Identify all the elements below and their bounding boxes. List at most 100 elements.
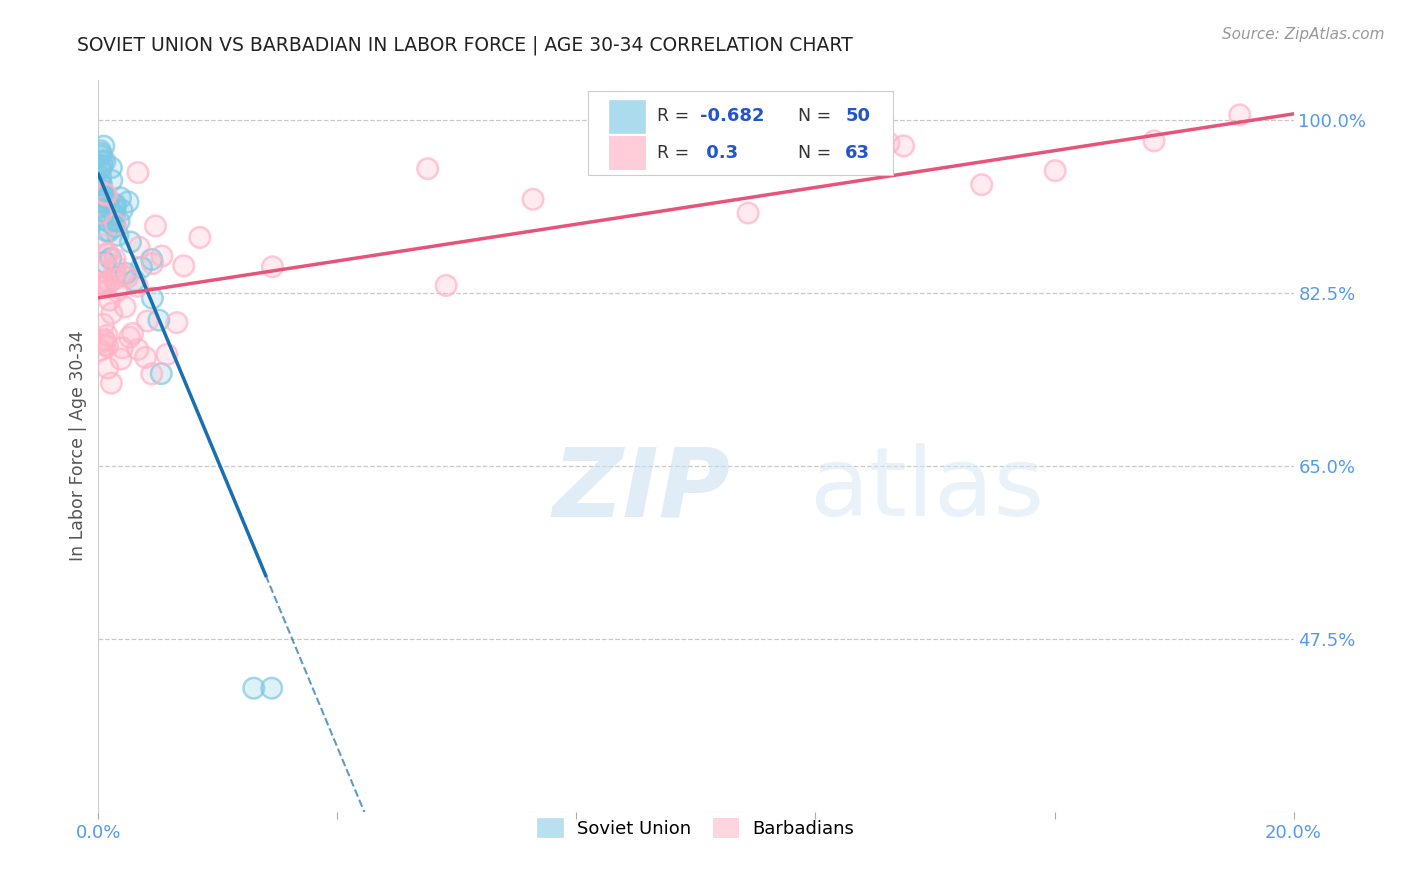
Point xyxy=(96,246,118,260)
Point xyxy=(90,170,112,185)
Point xyxy=(93,139,115,153)
Point xyxy=(150,249,173,263)
Point xyxy=(94,338,117,352)
Point xyxy=(91,194,114,209)
Point xyxy=(893,139,915,153)
Point xyxy=(98,276,121,290)
Point xyxy=(89,149,111,163)
Point xyxy=(188,230,211,244)
Point xyxy=(156,347,179,361)
Point xyxy=(94,154,117,169)
Point xyxy=(98,276,121,290)
Point xyxy=(89,343,111,358)
Point xyxy=(90,276,112,290)
Point xyxy=(150,367,173,381)
Point xyxy=(117,194,139,209)
Point xyxy=(141,252,163,267)
Point xyxy=(100,173,122,187)
Point xyxy=(97,361,120,376)
Point xyxy=(118,330,141,344)
Point xyxy=(150,367,173,381)
Point xyxy=(100,376,122,391)
Point xyxy=(117,194,139,209)
Text: 63: 63 xyxy=(845,144,870,161)
Point xyxy=(90,183,112,197)
Point xyxy=(90,193,112,207)
Point xyxy=(94,186,117,201)
Point xyxy=(100,212,122,227)
Point xyxy=(135,351,157,365)
Point xyxy=(243,681,266,695)
Point xyxy=(90,206,112,220)
Point xyxy=(98,293,121,308)
Point xyxy=(98,293,121,308)
Point xyxy=(91,194,114,209)
Point xyxy=(96,246,118,260)
Point xyxy=(89,149,111,163)
Point xyxy=(145,219,167,233)
Point xyxy=(110,352,132,367)
Point xyxy=(111,341,134,355)
Point xyxy=(416,161,439,176)
Point xyxy=(96,224,118,238)
Point xyxy=(91,188,114,202)
Point xyxy=(434,278,457,293)
Point xyxy=(127,343,149,357)
Point xyxy=(97,246,120,260)
Point xyxy=(114,300,136,314)
Point xyxy=(121,326,143,341)
Point xyxy=(90,170,112,185)
Point xyxy=(100,161,122,175)
Point xyxy=(90,193,112,207)
Point xyxy=(877,136,900,151)
Point xyxy=(1229,108,1251,122)
Legend: Soviet Union, Barbadians: Soviet Union, Barbadians xyxy=(529,809,863,847)
Text: ZIP: ZIP xyxy=(553,443,731,536)
Point xyxy=(1045,163,1067,178)
Point xyxy=(104,260,127,274)
Point xyxy=(111,268,134,283)
Point xyxy=(120,235,142,249)
Point xyxy=(100,161,122,175)
Point xyxy=(141,291,163,305)
Point xyxy=(93,318,115,332)
Point xyxy=(104,272,127,286)
Point xyxy=(93,139,115,153)
Point xyxy=(115,267,138,281)
Point xyxy=(141,257,163,271)
Point xyxy=(148,313,170,327)
Point xyxy=(1143,134,1166,148)
Point xyxy=(93,318,115,332)
Point xyxy=(104,272,127,286)
Point xyxy=(136,314,159,328)
Text: 0.3: 0.3 xyxy=(700,144,738,161)
Point xyxy=(93,195,115,210)
Point xyxy=(970,178,993,192)
Point xyxy=(110,191,132,205)
Point xyxy=(89,144,111,158)
Point xyxy=(141,291,163,305)
Point xyxy=(747,154,769,169)
Point xyxy=(105,284,128,298)
Point xyxy=(100,252,122,266)
Point xyxy=(93,332,115,346)
Point xyxy=(93,332,115,346)
Point xyxy=(110,191,132,205)
Point xyxy=(131,260,153,275)
Point xyxy=(91,237,114,252)
Point xyxy=(105,284,128,298)
Point xyxy=(173,259,195,273)
Point xyxy=(91,159,114,173)
Point xyxy=(118,330,141,344)
Point xyxy=(111,203,134,218)
Point xyxy=(94,277,117,291)
Point xyxy=(188,230,211,244)
FancyBboxPatch shape xyxy=(589,91,893,176)
Point xyxy=(128,240,150,254)
Point xyxy=(104,219,127,234)
Point xyxy=(89,212,111,227)
Point xyxy=(97,339,120,353)
Point xyxy=(96,328,118,343)
Point xyxy=(89,161,111,176)
Point xyxy=(94,255,117,269)
